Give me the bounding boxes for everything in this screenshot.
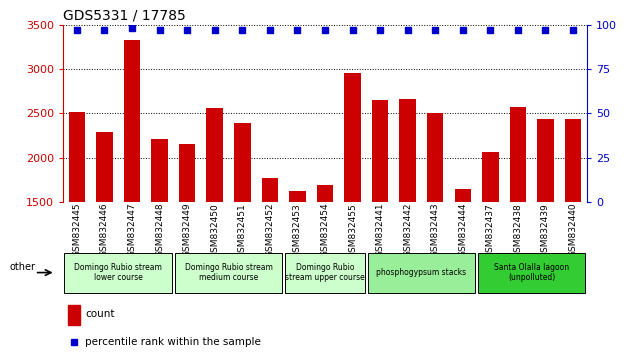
Bar [454,189,471,335]
FancyBboxPatch shape [285,253,365,292]
FancyBboxPatch shape [478,253,586,292]
FancyBboxPatch shape [64,253,172,292]
Text: Domingo Rubio stream
lower course: Domingo Rubio stream lower course [74,263,162,282]
FancyBboxPatch shape [175,253,282,292]
Text: count: count [85,309,115,319]
Text: GSM832440: GSM832440 [569,203,577,257]
Text: GDS5331 / 17785: GDS5331 / 17785 [63,8,186,22]
Text: Domingo Rubio stream
medium course: Domingo Rubio stream medium course [184,263,273,282]
Text: GSM832450: GSM832450 [210,203,219,257]
Text: GSM832441: GSM832441 [375,203,384,257]
Bar [179,144,196,335]
Bar [565,119,581,335]
Text: other: other [9,262,35,273]
Bar [68,305,80,325]
FancyBboxPatch shape [368,253,475,292]
Text: GSM832443: GSM832443 [431,203,440,257]
Bar [317,185,333,335]
Text: GSM832454: GSM832454 [321,203,329,257]
Bar [372,100,388,335]
Bar [399,99,416,335]
Bar [234,123,251,335]
Text: GSM832452: GSM832452 [266,203,274,257]
Text: Santa Olalla lagoon
(unpolluted): Santa Olalla lagoon (unpolluted) [494,263,569,282]
Bar [69,113,85,335]
Text: GSM832447: GSM832447 [127,203,136,257]
Text: phosphogypsum stacks: phosphogypsum stacks [376,268,466,277]
Bar [510,107,526,335]
Text: GSM832438: GSM832438 [514,203,522,257]
Bar [124,40,140,335]
Text: GSM832444: GSM832444 [458,203,468,257]
Bar [427,113,444,335]
Text: GSM832451: GSM832451 [238,203,247,257]
Bar [262,178,278,335]
Text: GSM832449: GSM832449 [182,203,192,257]
Bar [96,132,113,335]
Bar [537,119,554,335]
Text: GSM832439: GSM832439 [541,203,550,257]
Text: GSM832442: GSM832442 [403,203,412,257]
Text: percentile rank within the sample: percentile rank within the sample [85,337,261,347]
Bar [289,191,305,335]
Text: GSM832445: GSM832445 [73,203,81,257]
Text: GSM832453: GSM832453 [293,203,302,257]
Text: GSM832448: GSM832448 [155,203,164,257]
Bar [345,74,361,335]
Text: GSM832437: GSM832437 [486,203,495,257]
Bar [206,108,223,335]
Text: GSM832446: GSM832446 [100,203,109,257]
Bar [151,139,168,335]
Bar [482,152,498,335]
Text: Domingo Rubio
stream upper course: Domingo Rubio stream upper course [285,263,365,282]
Text: GSM832455: GSM832455 [348,203,357,257]
